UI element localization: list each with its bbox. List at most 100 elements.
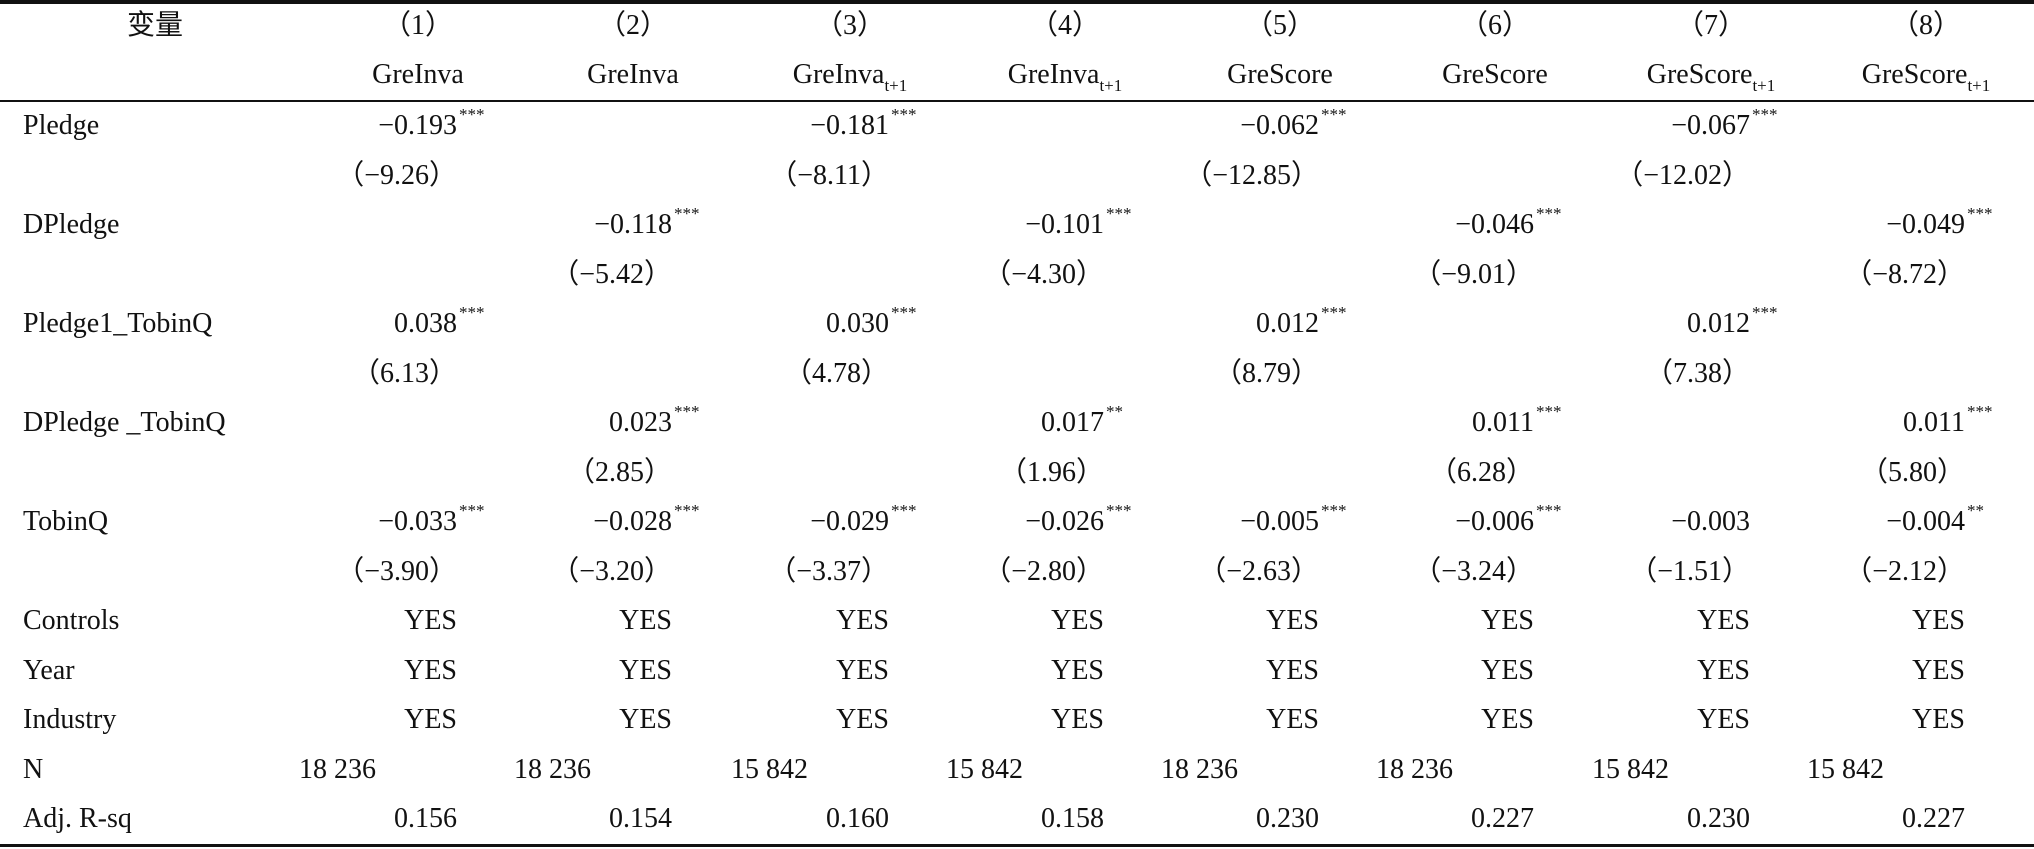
cell-value: −0.062 [1240, 110, 1319, 141]
row-label: TobinQ [23, 506, 109, 537]
cell-value: YES [404, 654, 457, 686]
t-statistic: （−12.02） [1615, 159, 1750, 191]
t-statistic: （−9.26） [336, 159, 457, 191]
cell-value: 0.160 [826, 803, 889, 834]
column-name: GreScoret+1 [1647, 50, 1776, 100]
column-number: （1） [382, 10, 454, 41]
column-name-text: GreScore [1861, 59, 1968, 90]
cell-value: YES [1481, 654, 1534, 686]
cell-value: 15 842 [731, 753, 808, 785]
column-number: （5） [1244, 10, 1316, 41]
significance-stars: ** [1106, 402, 1123, 421]
cell-value: 0.230 [1256, 803, 1319, 834]
column-name-text: GreInva [372, 59, 464, 90]
significance-stars: *** [674, 204, 700, 223]
cell-value: YES [404, 605, 457, 636]
t-statistic: （5.80） [1859, 456, 1965, 488]
column-subscript: t+1 [1099, 76, 1123, 95]
cell-value: 0.227 [1471, 803, 1534, 834]
row-label: DPledge _TobinQ [23, 407, 226, 438]
cell-value: −0.006 [1455, 506, 1534, 537]
cell-value: 0.017 [1041, 407, 1104, 438]
cell-value: −0.029 [810, 506, 889, 537]
t-statistic: （−8.72） [1844, 258, 1965, 290]
t-statistic: （−3.24） [1413, 555, 1534, 587]
t-statistic: （−9.01） [1413, 258, 1534, 290]
cell-value: −0.004 [1886, 506, 1965, 537]
row-label: Pledge1_TobinQ [23, 308, 213, 339]
cell-value: 0.012 [1687, 308, 1750, 339]
cell-value: 18 236 [1161, 753, 1238, 785]
column-name: GreInvat+1 [793, 50, 908, 100]
cell-value: −0.026 [1025, 506, 1104, 537]
cell-value: 18 236 [1376, 753, 1453, 785]
column-subscript: t+1 [884, 76, 908, 95]
cell-value: −0.049 [1886, 209, 1965, 240]
row-label: Year [23, 654, 75, 686]
column-name: GreInvat+1 [1008, 50, 1123, 100]
cell-value: YES [619, 654, 672, 686]
column-number: （4） [1029, 10, 1101, 41]
significance-stars: *** [1106, 501, 1132, 520]
cell-value: 0.156 [394, 803, 457, 834]
cell-value: 0.030 [826, 308, 889, 339]
significance-stars: *** [1967, 402, 1993, 421]
t-statistic: （−12.85） [1184, 159, 1319, 191]
cell-value: YES [1051, 704, 1104, 735]
t-statistic: （−2.12） [1844, 555, 1965, 587]
column-number: （2） [597, 10, 669, 41]
t-statistic: （−8.11） [769, 159, 889, 191]
row-label: Industry [23, 704, 117, 735]
cell-value: YES [1051, 605, 1104, 636]
t-statistic: （−3.20） [551, 555, 672, 587]
variable-header: 变量 [126, 10, 184, 41]
cell-value: −0.181 [810, 110, 889, 141]
cell-value: YES [1697, 704, 1750, 735]
column-name: GreInva [587, 50, 679, 100]
cell-value: 18 236 [299, 753, 376, 785]
t-statistic: （7.38） [1644, 357, 1750, 389]
cell-value: −0.033 [378, 506, 457, 537]
cell-value: 0.227 [1902, 803, 1965, 834]
row-label: Controls [23, 605, 120, 636]
column-subscript: t+1 [1752, 76, 1776, 95]
t-statistic: （6.28） [1428, 456, 1534, 488]
column-number: （8） [1890, 10, 1962, 41]
significance-stars: *** [1536, 204, 1562, 223]
column-name-text: GreInva [587, 59, 679, 90]
significance-stars: *** [891, 105, 917, 124]
cell-value: YES [836, 654, 889, 686]
cell-value: −0.067 [1671, 110, 1750, 141]
significance-stars: *** [1536, 402, 1562, 421]
cell-value: −0.028 [593, 506, 672, 537]
cell-value: 0.154 [609, 803, 672, 834]
header-rule [0, 100, 2034, 102]
t-statistic: （2.85） [566, 456, 672, 488]
row-label: N [23, 753, 44, 785]
cell-value: YES [404, 704, 457, 735]
cell-value: 18 236 [514, 753, 591, 785]
cell-value: YES [1051, 654, 1104, 686]
column-number: （7） [1675, 10, 1747, 41]
column-name-text: GreScore [1442, 59, 1548, 90]
cell-value: YES [1481, 605, 1534, 636]
significance-stars: *** [1536, 501, 1562, 520]
cell-value: 0.012 [1256, 308, 1319, 339]
cell-value: 0.011 [1903, 407, 1965, 438]
top-rule [0, 0, 2034, 4]
cell-value: YES [1697, 605, 1750, 636]
cell-value: −0.193 [378, 110, 457, 141]
significance-stars: *** [891, 303, 917, 322]
column-name: GreScore [1442, 50, 1548, 100]
cell-value: 15 842 [946, 753, 1023, 785]
cell-value: −0.118 [594, 209, 672, 240]
significance-stars: *** [1752, 303, 1778, 322]
cell-value: YES [836, 605, 889, 636]
significance-stars: *** [674, 402, 700, 421]
column-name-text: GreScore [1646, 59, 1753, 90]
cell-value: 15 842 [1592, 753, 1669, 785]
significance-stars: *** [459, 105, 485, 124]
significance-stars: *** [674, 501, 700, 520]
cell-value: −0.046 [1455, 209, 1534, 240]
